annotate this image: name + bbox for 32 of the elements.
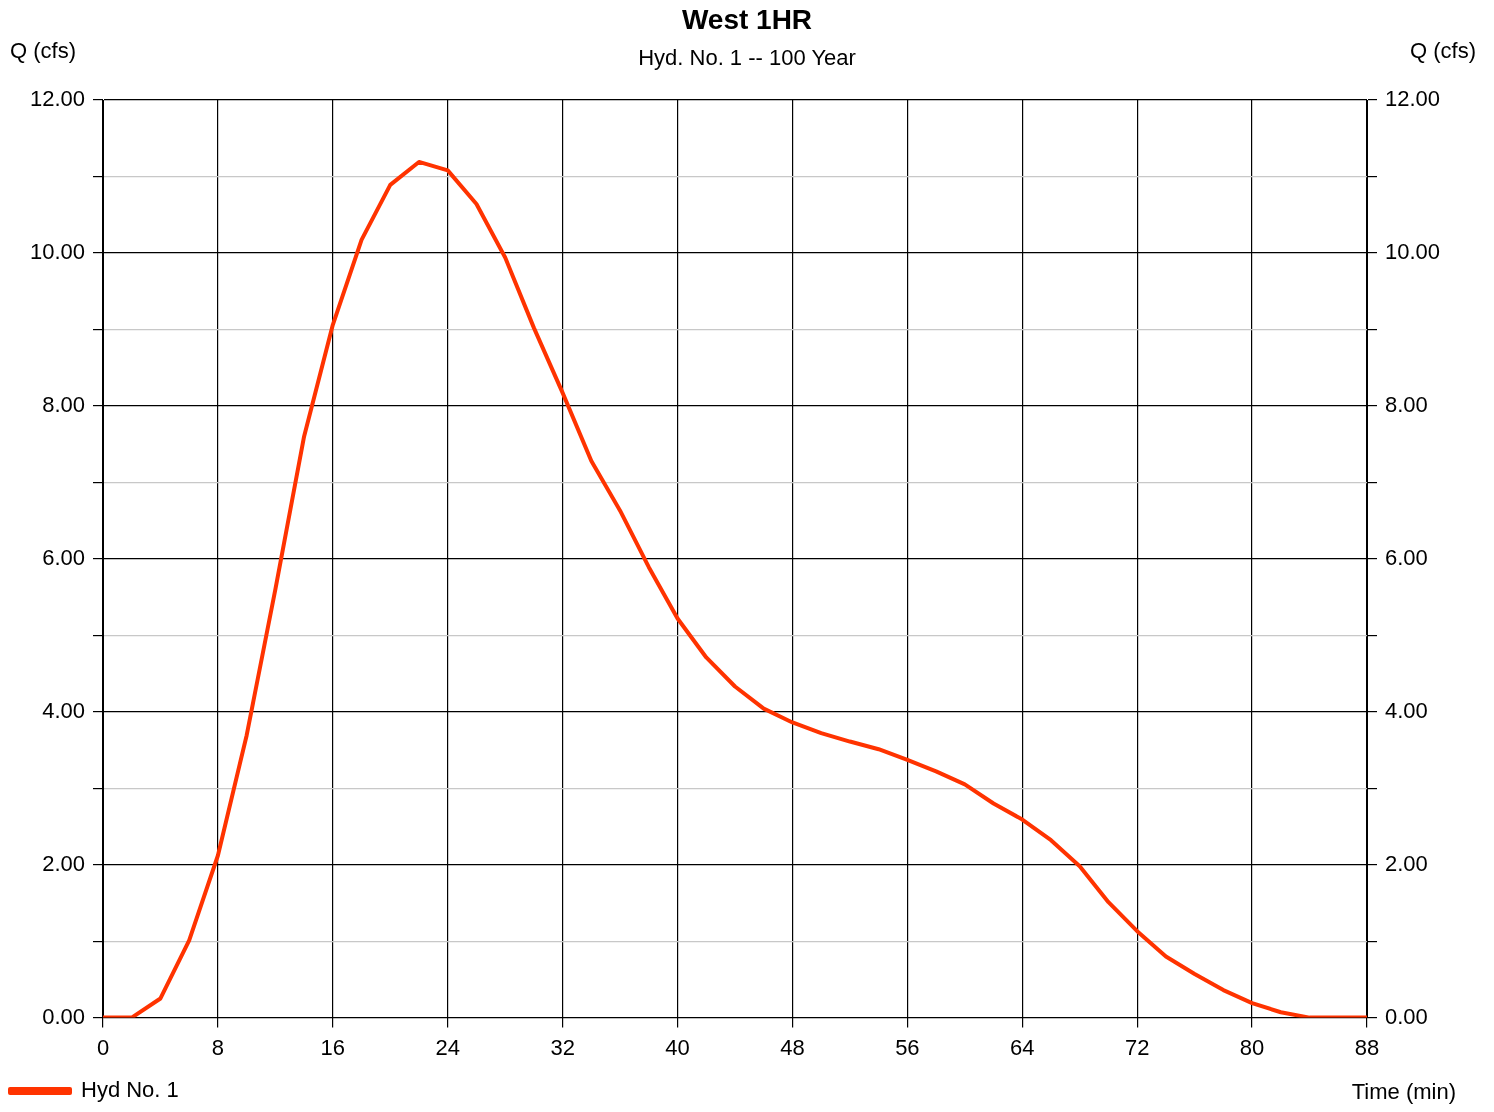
x-tick-label: 24	[435, 1034, 460, 1060]
x-tick-label: 48	[780, 1034, 805, 1060]
x-tick-label: 32	[550, 1034, 575, 1060]
x-tick-label: 56	[895, 1034, 920, 1060]
y-tick-label: 4.00	[42, 697, 85, 723]
chart-subtitle: Hyd. No. 1 -- 100 Year	[638, 44, 856, 70]
y2-tick-label: 8.00	[1385, 391, 1428, 417]
y2-axis-title: Q (cfs)	[1410, 38, 1476, 64]
y2-tick-label: 12.00	[1385, 86, 1441, 112]
x-tick-label: 64	[1010, 1034, 1035, 1060]
x-tick-label: 80	[1239, 1034, 1265, 1060]
y2-tick-label: 0.00	[1385, 1003, 1428, 1029]
y-tick-label: 2.00	[42, 850, 85, 876]
x-axis-title: Time (min)	[1351, 1078, 1456, 1104]
y2-tick-label: 2.00	[1385, 850, 1428, 876]
y2-tick-label: 4.00	[1385, 697, 1428, 723]
y2-tick-label: 10.00	[1385, 239, 1441, 264]
y-tick-label: 12.00	[29, 86, 85, 112]
x-tick-label: 72	[1124, 1034, 1150, 1060]
legend-label: Hyd No. 1	[81, 1077, 179, 1103]
y-tick-label: 10.00	[29, 239, 85, 264]
chart-title: West 1HR	[681, 3, 813, 35]
y-tick-label: 6.00	[42, 544, 85, 570]
x-tick-label: 0	[96, 1034, 110, 1060]
y-tick-label: 0.00	[42, 1003, 85, 1029]
x-tick-label: 8	[211, 1034, 225, 1060]
y-tick-label: 8.00	[42, 391, 85, 417]
x-tick-label: 40	[665, 1034, 690, 1060]
x-tick-label: 16	[320, 1034, 346, 1060]
y2-tick-label: 6.00	[1385, 544, 1428, 570]
y-axis-title: Q (cfs)	[10, 38, 76, 64]
x-tick-label: 88	[1354, 1034, 1380, 1060]
